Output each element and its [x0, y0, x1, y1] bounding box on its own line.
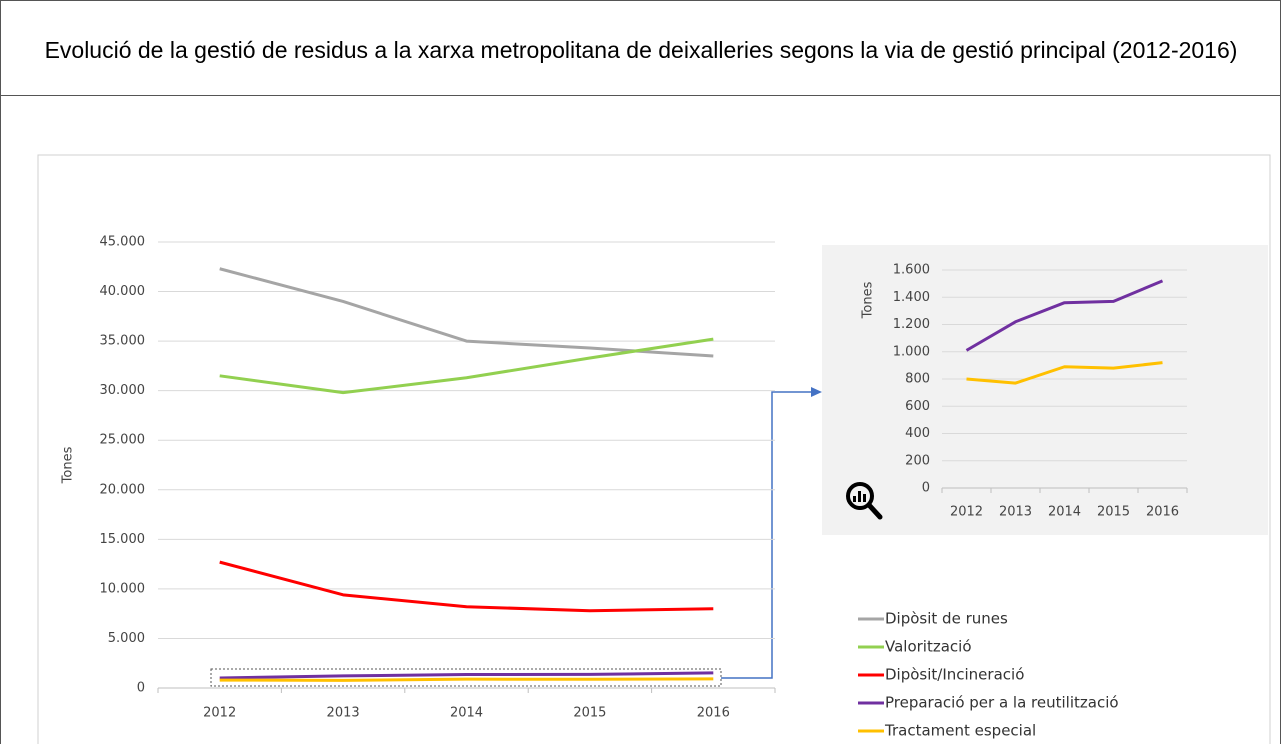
- y-tick-label: 35.000: [100, 334, 146, 349]
- x-tick-label: 2016: [1146, 505, 1179, 520]
- legend-label: Tractament especial: [884, 722, 1036, 740]
- chart-title: Evolució de la gestió de residus a la xa…: [1, 0, 1281, 96]
- connector-arrow: [811, 387, 822, 397]
- y-tick-label: 600: [905, 399, 930, 414]
- connector: [721, 391, 812, 679]
- y-axis-label: Tones: [861, 281, 876, 319]
- x-tick-label: 2014: [450, 706, 483, 721]
- x-tick-label: 2016: [697, 706, 730, 721]
- y-tick-label: 45.000: [100, 235, 146, 250]
- legend-label: Valorització: [885, 638, 972, 656]
- y-tick-label: 800: [905, 372, 930, 387]
- y-tick-label: 200: [905, 453, 930, 468]
- x-tick-label: 2015: [1097, 505, 1130, 520]
- y-tick-label: 1.000: [893, 344, 930, 359]
- x-tick-label: 2015: [573, 706, 606, 721]
- y-tick-label: 1.200: [893, 317, 930, 332]
- y-tick-label: 5.000: [108, 631, 145, 646]
- y-tick-label: 1.600: [893, 263, 930, 278]
- y-tick-label: 0: [137, 681, 145, 696]
- series-line: [219, 337, 714, 395]
- series-line: [219, 677, 714, 682]
- y-tick-label: 1.400: [893, 290, 930, 305]
- series-line: [219, 267, 714, 358]
- inset-background: [822, 245, 1268, 535]
- series-line: [219, 560, 714, 613]
- zoom-box: [210, 668, 722, 687]
- legend: Dipòsit de runes Valorització Dipòsit/Inci…: [858, 610, 1119, 740]
- x-tick-label: 2012: [950, 505, 983, 520]
- y-tick-label: 30.000: [100, 383, 146, 398]
- series-line: [965, 279, 1164, 352]
- x-tick-label: 2013: [327, 706, 360, 721]
- legend-label: Dipòsit/Incineració: [885, 666, 1024, 684]
- y-tick-label: 40.000: [100, 284, 146, 299]
- y-tick-label: 400: [905, 426, 930, 441]
- legend-label: Dipòsit de runes: [885, 610, 1008, 628]
- x-tick-label: 2013: [999, 505, 1032, 520]
- y-tick-label: 25.000: [100, 433, 146, 448]
- series-line: [966, 361, 1163, 385]
- y-tick-label: 20.000: [100, 482, 146, 497]
- y-axis-label: Tones: [61, 446, 76, 484]
- chart-border: [37, 154, 1271, 744]
- y-tick-label: 0: [922, 481, 930, 496]
- y-tick-label: 15.000: [100, 532, 146, 547]
- legend-label: Preparació per a la reutilització: [885, 694, 1119, 712]
- series-line: [219, 671, 714, 680]
- x-tick-label: 2014: [1048, 505, 1081, 520]
- x-tick-label: 2012: [203, 706, 236, 721]
- magnifier-icon: [846, 482, 883, 520]
- y-tick-label: 10.000: [100, 581, 146, 596]
